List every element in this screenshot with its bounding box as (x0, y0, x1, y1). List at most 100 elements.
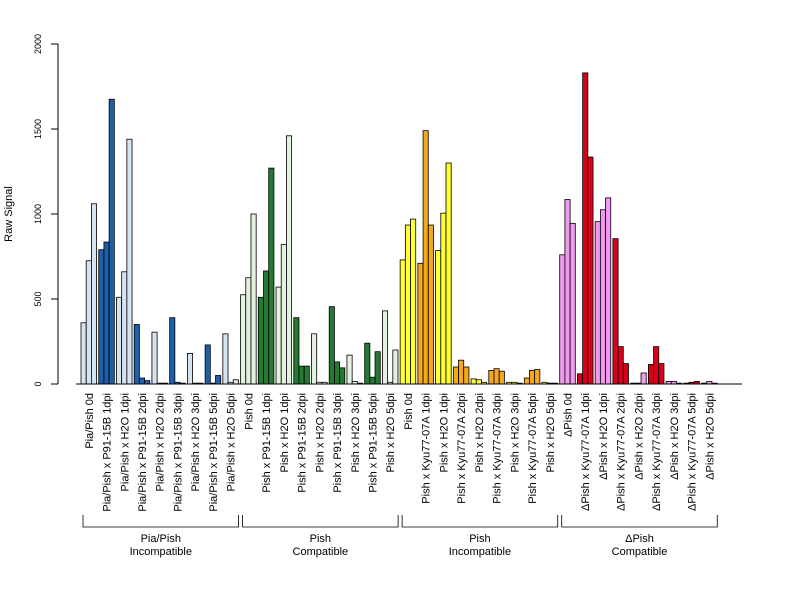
bar-21-1 (458, 359, 465, 385)
bar-20-1 (440, 212, 447, 385)
group-bracket-0 (82, 515, 239, 528)
x-tick-label-10: Pish x P91-15B 1dpi (261, 393, 273, 493)
x-tick-label-21: Pish x Kyu77-07A 2dpi (456, 393, 468, 504)
bar-30-2 (622, 363, 629, 385)
group-label-line1-3: ΔPish (625, 533, 654, 545)
x-tick-label-26: Pish x H2O 5dpi (545, 393, 557, 472)
bar-12-0 (293, 317, 300, 385)
group-label-line1-2: Pish (469, 533, 490, 545)
x-tick-label-19: Pish x Kyu77-07A 1dpi (421, 393, 433, 504)
bar-1-2 (108, 98, 115, 385)
bar-14-0 (328, 306, 335, 385)
bar-30-0 (612, 238, 619, 385)
bar-16-1 (369, 376, 376, 385)
bar-16-0 (364, 342, 371, 385)
x-tick-label-3: Pia/Pish x P91-15B 2dpi (137, 393, 149, 512)
bar-16-2 (374, 351, 381, 385)
bar-10-2 (268, 167, 275, 385)
x-tick-label-32: ΔPish x Kyu77-07A 3dpi (651, 393, 663, 511)
x-tick-label-18: Pish 0d (403, 393, 415, 430)
bar-32-0 (647, 364, 654, 385)
y-tick-label-0: 0 (33, 381, 43, 386)
bar-27-0 (559, 254, 566, 385)
group-label-line2-2: Incompatible (449, 546, 511, 558)
bar-14-2 (339, 367, 346, 385)
bar-28-2 (587, 156, 594, 385)
group-label-line2-3: Compatible (612, 546, 668, 558)
x-tick-label-24: Pish x H2O 3dpi (509, 393, 521, 472)
x-tick-label-29: ΔPish x H2O 1dpi (598, 393, 610, 480)
bar-23-1 (493, 368, 500, 385)
x-tick-label-27: ΔPish 0d (563, 393, 575, 437)
bar-17-0 (382, 310, 389, 385)
x-tick-label-2: Pia/Pish x H2O 1dpi (119, 393, 131, 491)
bar-21-2 (463, 366, 470, 385)
x-tick-label-17: Pish x H2O 5dpi (385, 393, 397, 472)
bar-4-0 (151, 331, 158, 385)
y-ticks: 0 500 1000 1500 2000 (33, 34, 58, 387)
bar-0-2 (91, 203, 98, 385)
bar-9-0 (240, 294, 247, 385)
bar-22-1 (475, 379, 482, 385)
x-tick-label-5: Pia/Pish x P91-15B 3dpi (172, 393, 184, 512)
group-bracket-3 (561, 515, 718, 528)
bar-21-0 (452, 366, 459, 385)
bar-20-2 (445, 162, 452, 385)
bar-30-1 (617, 346, 624, 385)
bar-7-0 (204, 344, 211, 385)
bar-32-2 (658, 363, 665, 385)
bar-20-0 (435, 250, 442, 385)
bar-22-0 (470, 378, 477, 385)
bars-layer (80, 72, 718, 385)
bar-11-0 (275, 286, 282, 385)
bar-3-2 (144, 380, 151, 385)
bar-25-1 (529, 369, 536, 385)
bar-19-0 (417, 262, 424, 385)
bar-29-1 (599, 209, 606, 385)
bar-2-1 (121, 271, 128, 385)
y-axis-title: Raw Signal (3, 186, 15, 242)
bar-28-0 (577, 373, 584, 385)
x-tick-label-20: Pish x H2O 1dpi (438, 393, 450, 472)
bar-25-2 (534, 369, 541, 385)
group-bracket-2 (401, 515, 559, 528)
bar-15-0 (346, 354, 353, 385)
bar-3-1 (138, 377, 145, 385)
bar-31-2 (640, 372, 647, 385)
bar-11-2 (286, 135, 293, 385)
x-tick-label-0: Pia/Pish 0d (84, 393, 96, 449)
bar-2-0 (116, 296, 123, 385)
x-tick-label-22: Pish x H2O 2dpi (474, 393, 486, 472)
x-tick-label-15: Pish x H2O 3dpi (350, 393, 362, 472)
bar-7-2 (215, 375, 222, 385)
x-tick-label-12: Pish x P91-15B 2dpi (297, 393, 309, 493)
bar-3-0 (133, 324, 140, 385)
group-brackets: Pia/PishIncompatiblePishCompatiblePishIn… (82, 515, 718, 558)
x-tick-label-31: ΔPish x H2O 2dpi (633, 393, 645, 480)
bar-23-0 (488, 369, 495, 385)
bar-27-1 (564, 199, 571, 385)
x-tick-label-16: Pish x P91-15B 5dpi (367, 393, 379, 493)
x-tick-label-7: Pia/Pish x P91-15B 5dpi (208, 393, 220, 512)
bar-1-0 (98, 249, 105, 385)
group-label-line2-0: Incompatible (130, 546, 192, 558)
bar-18-0 (399, 259, 406, 385)
x-tick-label-28: ΔPish x Kyu77-07A 1dpi (580, 393, 592, 511)
y-tick-label-2: 1000 (33, 204, 43, 224)
bar-28-1 (582, 72, 589, 385)
x-tick-label-9: Pish 0d (243, 393, 255, 430)
x-tick-label-11: Pish x H2O 1dpi (279, 393, 291, 472)
y-tick-label-4: 2000 (33, 34, 43, 54)
group-label-line1-0: Pia/Pish (141, 533, 181, 545)
bar-18-2 (410, 218, 417, 385)
y-tick-label-1: 500 (33, 291, 43, 306)
x-tick-label-35: ΔPish x H2O 5dpi (704, 393, 716, 480)
x-tick-label-30: ΔPish x Kyu77-07A 2dpi (616, 393, 628, 511)
bar-29-2 (605, 197, 612, 385)
bar-13-0 (311, 333, 318, 385)
x-tick-label-6: Pia/Pish x H2O 3dpi (190, 393, 202, 491)
bar-18-1 (404, 224, 411, 385)
bar-25-0 (523, 377, 530, 385)
bar-6-0 (186, 352, 193, 385)
